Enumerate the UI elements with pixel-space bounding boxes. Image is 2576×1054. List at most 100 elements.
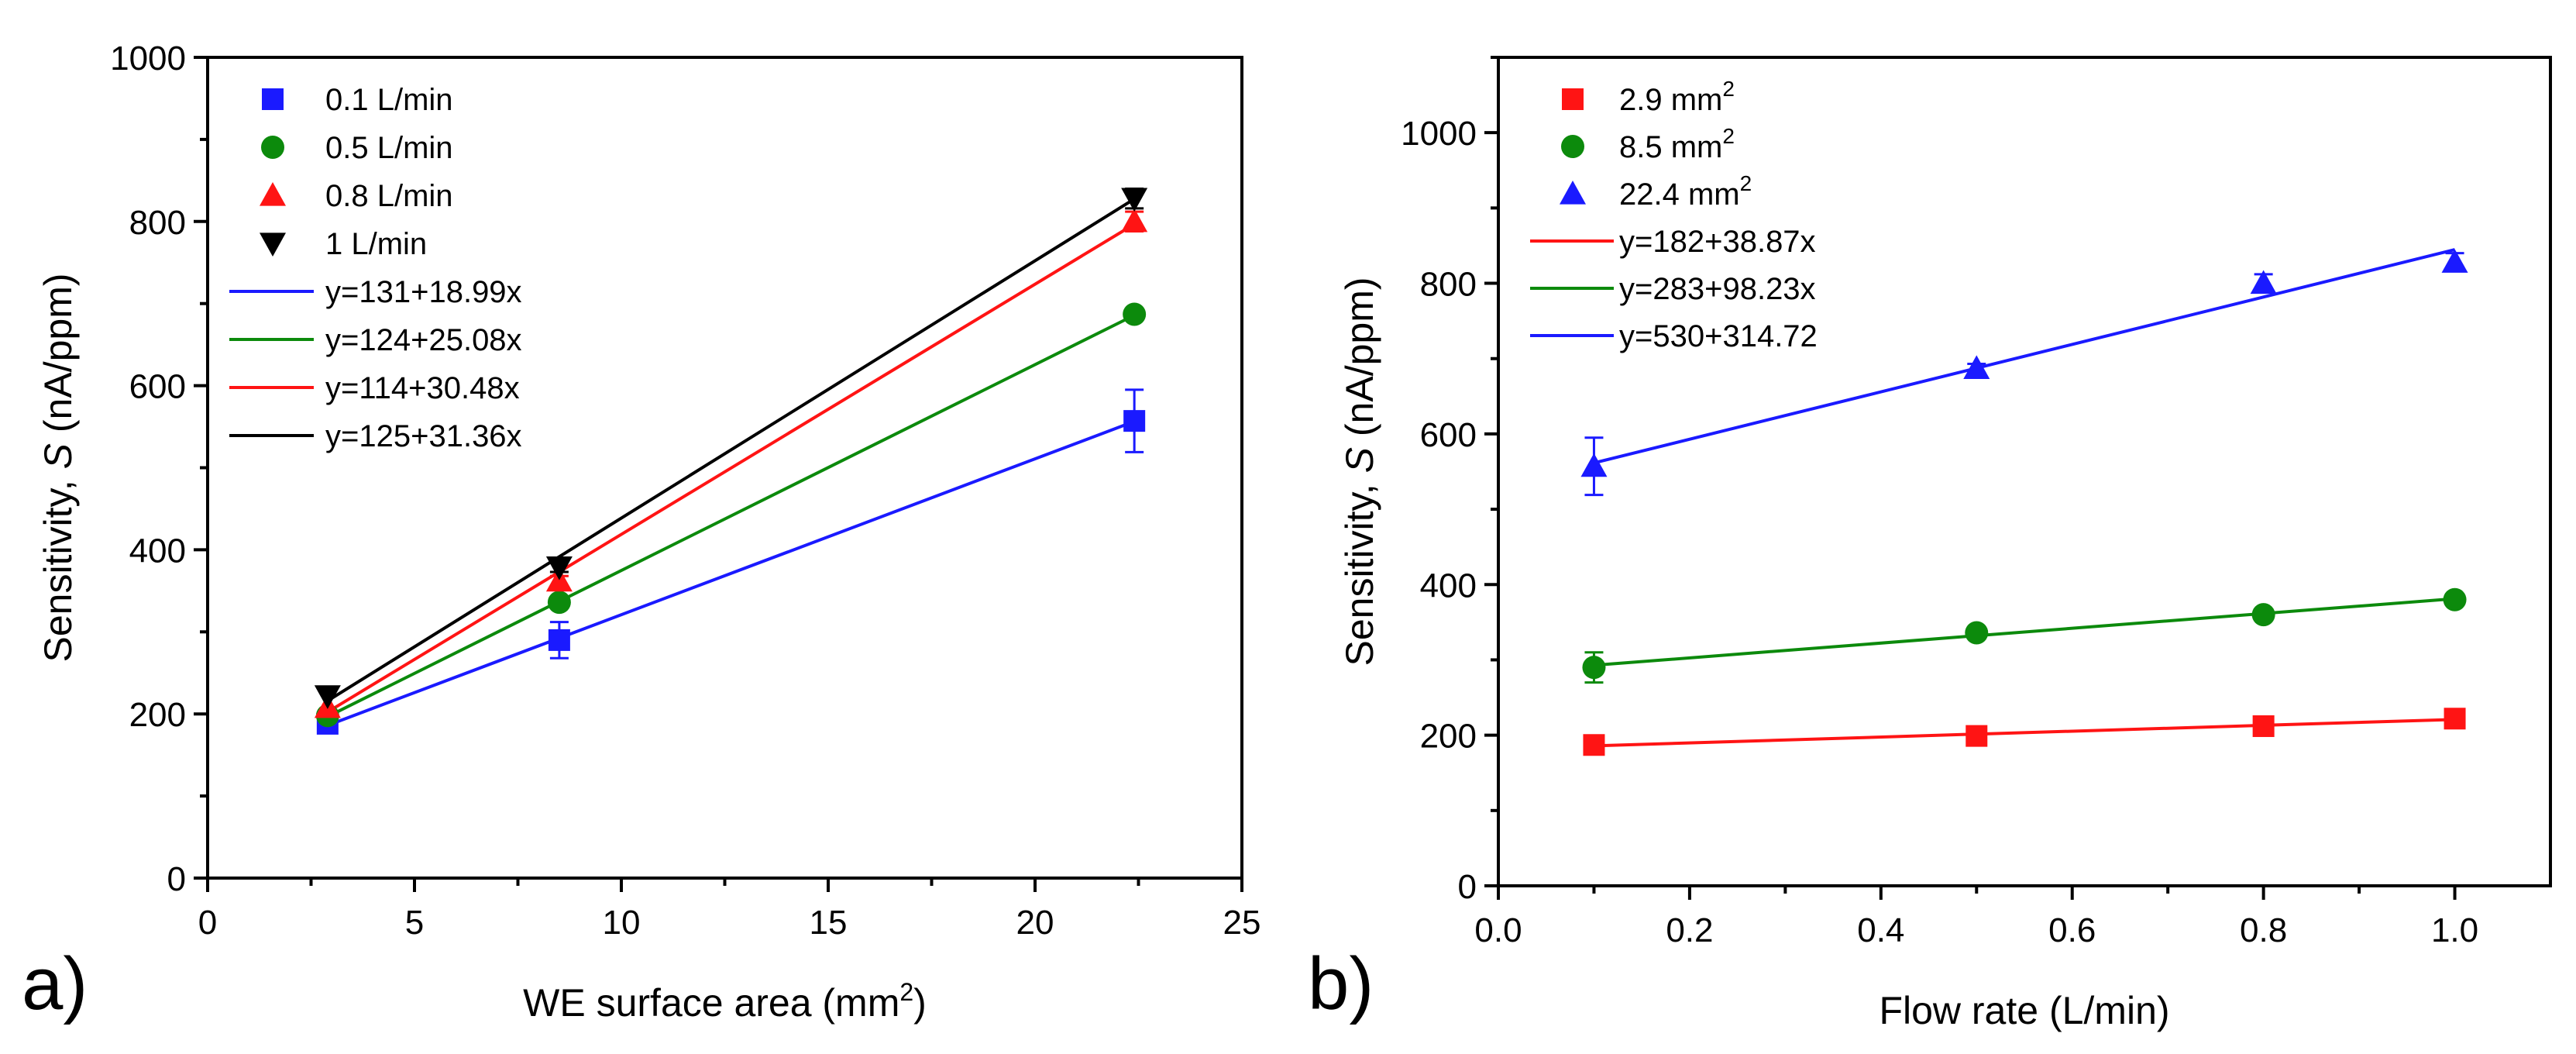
- legend-marker: [260, 232, 286, 257]
- y-tick-label: 1000: [1401, 115, 1477, 153]
- legend-marker: [261, 136, 284, 159]
- data-point: [1580, 453, 1608, 477]
- series-1: [1582, 587, 2467, 684]
- data-point: [1123, 302, 1147, 326]
- y-tick-label: 800: [1420, 266, 1477, 304]
- legend-label: 1 L/min: [325, 227, 427, 261]
- legend: 0.1 L/min 0.5 L/min 0.8 L/min 1 L/min y=131+…: [229, 83, 522, 453]
- legend-marker: [260, 182, 286, 206]
- legend-label: y=114+30.48x: [325, 371, 520, 405]
- legend-label-text: 0.5 L/min: [325, 131, 453, 165]
- x-tick-label: 20: [1016, 904, 1054, 942]
- fit-line: [1593, 248, 2456, 465]
- series-3: [314, 187, 1148, 709]
- y-tick-label: 800: [129, 204, 186, 242]
- data-point: [1121, 208, 1148, 232]
- series-1: [315, 302, 1147, 728]
- legend-label: y=125+31.36x: [325, 419, 522, 453]
- y-tick-label: 1000: [110, 40, 186, 78]
- legend-label: y=124+25.08x: [325, 323, 522, 357]
- legend-label-sup: 2: [1722, 124, 1735, 148]
- y-axis-label-suffix: (nA/ppm): [36, 273, 80, 443]
- x-tick-label: 0.2: [1666, 911, 1713, 949]
- series-2: [1580, 249, 2468, 497]
- y-tick-label: 0: [1458, 868, 1477, 906]
- x-tick-label: 25: [1223, 904, 1261, 942]
- data-point: [1123, 410, 1146, 432]
- fit-line: [326, 198, 1136, 703]
- chart-panel-a: 0 5 10 15 20 25 0 200 400 600 800 1000 WE surface ar…: [22, 40, 1260, 1025]
- fit-line: [1594, 597, 2455, 667]
- y-axis-label-suffix: (nA/ppm): [1338, 277, 1381, 447]
- y-tick-label: 600: [129, 368, 186, 406]
- legend-label: y=182+38.87x: [1619, 225, 1816, 259]
- chart-panel-b: 0.0 0.2 0.4 0.6 0.8 1.0 0 200 400 600 800 1000 Flow …: [1308, 56, 2552, 1032]
- x-axis-label: Flow rate (L/min): [1879, 989, 2169, 1032]
- legend-label-text: 1 L/min: [325, 227, 427, 261]
- data-point: [1963, 355, 1990, 379]
- plot-frame: [1497, 56, 2552, 887]
- data-point: [1966, 725, 1988, 747]
- panel-label: a): [22, 942, 88, 1025]
- legend-label: 8.5 mm2: [1619, 124, 1735, 164]
- x-axis-label-text: WE surface area (mm: [523, 981, 899, 1025]
- data-point: [548, 629, 570, 651]
- legend-label-sup: 2: [1722, 77, 1735, 101]
- x-tick-label: 0.8: [2240, 911, 2287, 949]
- x-axis-label-text: Flow rate (L/min): [1879, 989, 2169, 1032]
- legend-label: y=131+18.99x: [325, 275, 522, 309]
- data-point: [2443, 587, 2467, 611]
- panel-label: b): [1308, 942, 1374, 1025]
- data-point: [1582, 656, 1606, 680]
- y-axis-label-italic: S: [1338, 447, 1381, 473]
- series-0: [1583, 708, 2466, 756]
- x-tick-label: 0: [198, 904, 217, 942]
- data-point: [1121, 188, 1148, 212]
- legend-label-text: 2.9 mm: [1619, 83, 1722, 117]
- legend-label: 0.8 L/min: [325, 179, 453, 213]
- legend-marker: [1562, 88, 1584, 110]
- y-tick-label: 200: [129, 696, 186, 734]
- legend-label: y=530+314.72: [1619, 319, 1818, 353]
- data-point: [545, 556, 573, 580]
- legend-marker: [1560, 181, 1586, 205]
- y-axis-label: Sensitivity, S (nA/ppm): [1338, 277, 1381, 666]
- data-point: [2444, 708, 2466, 730]
- y-tick-label: 400: [1420, 567, 1477, 604]
- x-tick-label: 0.6: [2048, 911, 2096, 949]
- legend-label-text: 22.4 mm: [1619, 177, 1740, 212]
- legend-label: 0.1 L/min: [325, 83, 453, 117]
- x-tick-label: 15: [810, 904, 848, 942]
- x-tick-label: 5: [405, 904, 424, 942]
- y-axis-label-text: Sensitivity,: [36, 469, 80, 662]
- legend-marker: [262, 88, 284, 110]
- legend-label: 22.4 mm2: [1619, 171, 1752, 212]
- y-axis-label-italic: S: [36, 443, 80, 469]
- y-tick-label: 400: [129, 532, 186, 570]
- fit-line: [326, 222, 1136, 714]
- x-tick-label: 1.0: [2431, 911, 2478, 949]
- fit-lines: [1593, 248, 2456, 748]
- legend-label: 2.9 mm2: [1619, 77, 1735, 117]
- data-point: [2441, 249, 2468, 273]
- fit-line: [327, 419, 1135, 727]
- data-point: [2250, 270, 2277, 294]
- legend-label-text: 0.1 L/min: [325, 83, 453, 117]
- data-point: [547, 591, 571, 615]
- fit-line: [326, 313, 1136, 718]
- fit-line: [1594, 718, 2455, 748]
- y-axis-label-text: Sensitivity,: [1338, 473, 1381, 666]
- x-tick-label: 0.4: [1857, 911, 1904, 949]
- x-tick-label: 10: [603, 904, 641, 942]
- y-tick-label: 200: [1420, 718, 1477, 756]
- y-axis-label: Sensitivity, S (nA/ppm): [36, 273, 80, 662]
- x-tick-label: 0.0: [1474, 911, 1522, 949]
- data-point: [1965, 621, 1989, 645]
- y-tick-label: 0: [167, 860, 186, 898]
- x-axis-label-sup: 2: [899, 978, 913, 1006]
- legend-label-text: 8.5 mm: [1619, 130, 1722, 164]
- data-point: [1583, 734, 1605, 756]
- legend-label-text: 0.8 L/min: [325, 179, 453, 213]
